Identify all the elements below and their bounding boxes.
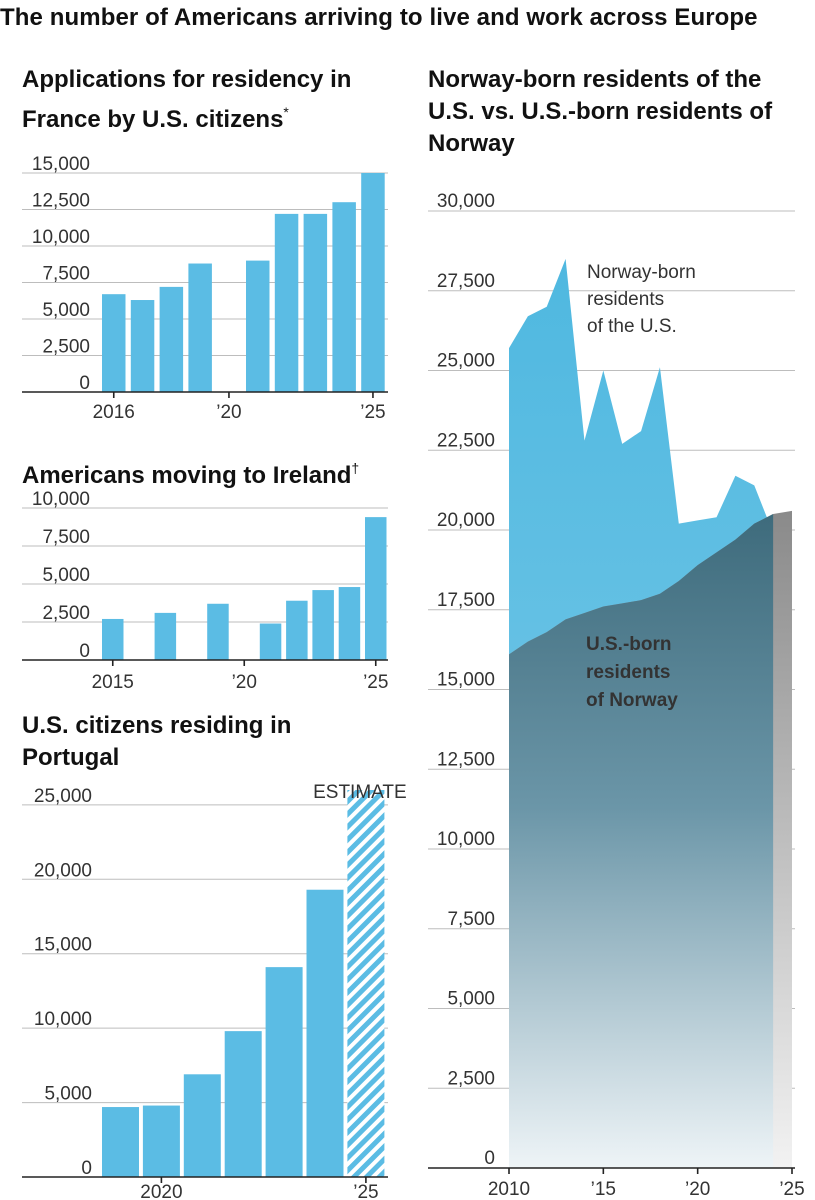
portugal-x-tick-label: 2020: [140, 1182, 182, 1200]
ireland-bar-2015: [102, 618, 124, 660]
portugal-bar-2022: [224, 1031, 262, 1177]
france-chart-title: Applications for residency in France by …: [22, 66, 352, 133]
portugal-x-tick-label: ’25: [353, 1182, 378, 1200]
france-bar-2019: [188, 263, 212, 392]
france-y-tick-label: 12,500: [32, 191, 90, 212]
norway-y-tick-label: 0: [484, 1148, 495, 1169]
norway-y-tick-label: 15,000: [437, 670, 495, 691]
portugal-y-tick-label: 15,000: [34, 935, 92, 956]
ireland-y-tick-label: 10,000: [32, 489, 90, 510]
norway-born-series-label: Norway-born: [587, 262, 696, 283]
us-born-series-label: residents: [586, 662, 670, 683]
norway-y-tick-label: 5,000: [447, 989, 495, 1010]
portugal-bar-estimate-2025: [347, 790, 385, 1177]
france-x-tick-label: ’20: [216, 402, 241, 423]
portugal-bar-2024: [306, 889, 344, 1177]
norway-y-tick-label: 30,000: [437, 191, 495, 212]
france-y-tick-label: 7,500: [42, 264, 90, 285]
norway-y-tick-label: 22,500: [437, 430, 495, 451]
france-bar-2018: [159, 286, 184, 392]
france-y-tick-label: 10,000: [32, 227, 90, 248]
ireland-bar-2022: [286, 600, 308, 660]
norway-x-tick-label: 2010: [488, 1179, 530, 1200]
france-y-tick-label: 2,500: [42, 337, 90, 358]
france-bar-2025: [361, 173, 385, 392]
portugal-chart-title: U.S. citizens residing in Portugal: [22, 712, 292, 771]
us-born-series-label: of Norway: [586, 690, 678, 711]
norway-y-tick-label: 10,000: [437, 829, 495, 850]
france-bar-2021: [246, 260, 270, 392]
france-bar-2023: [303, 213, 328, 392]
france-y-tick-label: 5,000: [42, 300, 90, 321]
france-y-tick-label: 0: [79, 373, 90, 394]
ireland-y-tick-label: 5,000: [42, 565, 90, 586]
norway-y-tick-label: 12,500: [437, 749, 495, 770]
france-y-tick-label: 15,000: [32, 154, 90, 175]
ireland-chart-title: Americans moving to Ireland†: [22, 460, 360, 489]
norway-chart-title: Norway-born residents of the U.S. vs. U.…: [428, 66, 773, 157]
norway-y-tick-label: 2,500: [447, 1068, 495, 1089]
us-born-series-label: U.S.-born: [586, 634, 672, 655]
norway-y-tick-label: 20,000: [437, 510, 495, 531]
norway-y-tick-label: 17,500: [437, 590, 495, 611]
portugal-estimate-label: ESTIMATE: [313, 782, 407, 803]
portugal-y-tick-label: 20,000: [34, 860, 92, 881]
ireland-bar-2025: [365, 517, 387, 660]
ireland-bar-2024: [338, 587, 361, 660]
ireland-y-tick-label: 7,500: [42, 527, 90, 548]
ireland-bar-2021: [259, 623, 282, 660]
portugal-y-tick-label: 25,000: [34, 786, 92, 807]
ireland-x-tick-label: ’25: [363, 672, 388, 693]
ireland-bar-2023: [312, 590, 334, 660]
norway-x-tick-label: ’20: [685, 1179, 710, 1200]
portugal-y-tick-label: 10,000: [34, 1009, 92, 1030]
france-x-tick-label: 2016: [93, 402, 135, 423]
portugal-bar-2023: [265, 967, 303, 1177]
us-born-area: [509, 514, 774, 1168]
portugal-y-tick-label: 0: [81, 1158, 92, 1179]
france-footnote-mark: *: [283, 104, 289, 120]
france-bar-2017: [130, 300, 155, 392]
ireland-y-tick-label: 2,500: [42, 603, 90, 624]
norway-x-tick-label: ’25: [779, 1179, 804, 1200]
portugal-bar-2021: [183, 1074, 221, 1177]
portugal-bar-2020: [142, 1105, 180, 1177]
ireland-footnote-mark: †: [351, 460, 360, 476]
ireland-bar-2017: [154, 612, 177, 660]
france-x-tick-label: ’25: [360, 402, 385, 423]
norway-born-series-label: of the U.S.: [587, 316, 677, 337]
portugal-bar-2019: [102, 1107, 139, 1177]
norway-y-tick-label: 7,500: [447, 909, 495, 930]
france-bar-2022: [274, 213, 299, 392]
ireland-x-tick-label: ’20: [232, 672, 257, 693]
france-bar-2024: [332, 202, 356, 392]
ireland-bar-2019: [207, 603, 229, 660]
norway-y-tick-label: 25,000: [437, 351, 495, 372]
ireland-y-tick-label: 0: [79, 641, 90, 662]
norway-y-tick-label: 27,500: [437, 271, 495, 292]
ireland-x-tick-label: 2015: [92, 672, 134, 693]
france-bar-2016: [102, 294, 126, 392]
norway-born-series-label: residents: [587, 289, 664, 310]
portugal-y-tick-label: 5,000: [44, 1084, 92, 1105]
page-title: The number of Americans arriving to live…: [0, 4, 758, 31]
norway-x-tick-label: ’15: [591, 1179, 616, 1200]
